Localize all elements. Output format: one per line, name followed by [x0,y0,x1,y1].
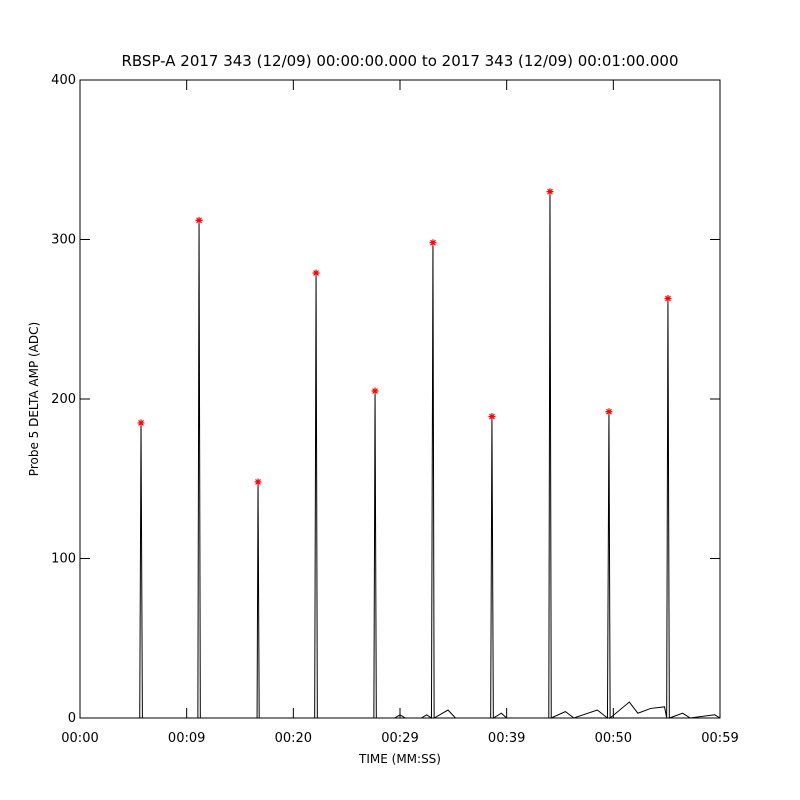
trace-line [80,191,721,720]
x-tick-label: 00:50 [595,731,632,746]
x-tick-label: 00:59 [701,731,738,746]
x-tick-label: 00:09 [168,731,205,746]
peak-marker [371,387,379,395]
peak-marker [488,413,496,421]
peak-marker [254,478,262,486]
y-tick-label: 300 [51,233,76,248]
plot-frame [79,79,721,719]
peak-marker [312,269,320,277]
y-tick-label: 100 [51,552,76,567]
x-tick-label: 00:20 [275,731,312,746]
peak-marker [429,239,437,247]
peak-marker [137,419,145,427]
x-tick-label: 00:00 [61,731,98,746]
y-tick-label: 0 [68,711,76,726]
peak-marker [664,295,672,303]
x-tick-label: 00:39 [488,731,525,746]
x-tick-label: 00:29 [381,731,418,746]
peak-marker [605,408,613,416]
chart-title: RBSP-A 2017 343 (12/09) 00:00:00.000 to … [121,52,678,70]
peak-marker [195,216,203,224]
y-tick-label: 200 [51,392,76,407]
x-axis-label: TIME (MM:SS) [358,752,441,766]
y-axis-label: Probe 5 DELTA AMP (ADC) [27,322,41,476]
peak-marker [546,188,554,196]
y-tick-label: 400 [51,73,76,88]
